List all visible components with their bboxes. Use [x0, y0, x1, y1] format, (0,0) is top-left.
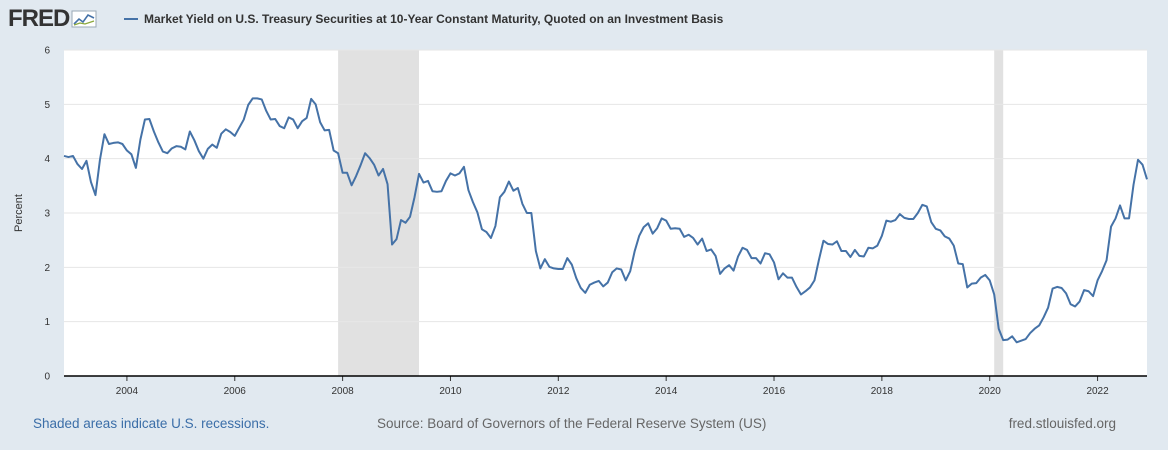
x-tick-label: 2014	[655, 386, 678, 397]
y-axis-label: Percent	[13, 194, 25, 232]
source-note: Source: Board of Governors of the Federa…	[377, 416, 767, 431]
y-tick-label: 5	[44, 100, 50, 111]
legend-series-label: Market Yield on U.S. Treasury Securities…	[144, 12, 724, 26]
y-tick-label: 6	[44, 46, 50, 57]
x-tick-label: 2010	[439, 386, 462, 397]
site-link[interactable]: fred.stlouisfed.org	[1008, 416, 1116, 431]
legend-series-swatch	[124, 18, 138, 20]
recession-note: Shaded areas indicate U.S. recessions.	[33, 416, 270, 431]
fred-graph-icon	[71, 10, 97, 28]
x-tick-label: 2020	[979, 386, 1002, 397]
grid-lines	[64, 49, 1147, 323]
axes: 0 1 2 3 4 5 6 2004 2006 2008 2010 2012 2014 2016 2018 2…	[44, 46, 1147, 397]
x-tick-label: 2018	[871, 386, 894, 397]
x-tick-label: 2012	[547, 386, 570, 397]
series-layer	[63, 97, 1148, 344]
y-tick-label: 1	[44, 317, 50, 328]
y-tick-label: 2	[44, 263, 50, 274]
chart-canvas: 0 1 2 3 4 5 6 2004 2006 2008 2010 2012 2014 2016 2018 2…	[13, 46, 1148, 397]
x-tick-label: 2022	[1086, 386, 1109, 397]
y-tick-label: 0	[44, 372, 50, 383]
fred-logo[interactable]: FRED	[8, 6, 97, 32]
fred-logo-text: FRED	[8, 5, 70, 32]
chart-footer: Shaded areas indicate U.S. recessions. S…	[0, 416, 1168, 436]
y-tick-label: 4	[44, 154, 50, 165]
series-line-0	[63, 97, 1148, 344]
chart-legend: Market Yield on U.S. Treasury Securities…	[124, 12, 723, 26]
x-tick-label: 2004	[116, 386, 139, 397]
chart-header: FRED Market Yield on U.S. Treasury Secur…	[0, 0, 1168, 40]
x-tick-label: 2008	[331, 386, 354, 397]
x-tick-label: 2006	[224, 386, 247, 397]
x-tick-label: 2016	[763, 386, 786, 397]
y-tick-label: 3	[44, 209, 50, 220]
